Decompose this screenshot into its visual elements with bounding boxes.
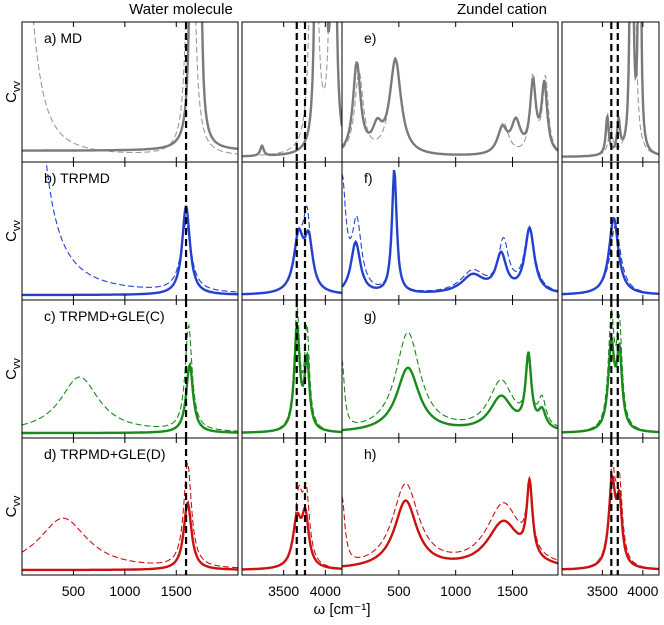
panel-frame (241, 299, 343, 439)
series-dashed-trpmd-gle-d- (242, 482, 342, 570)
panel-3-zundel-high (561, 299, 660, 439)
series-solid-trpmd (562, 216, 659, 296)
column-title-zundel: Zundel cation (457, 1, 547, 18)
panel-label: e) (364, 30, 376, 46)
series-solid-trpmd (342, 169, 558, 293)
series-solid-trpmd (242, 227, 342, 296)
panel-2-water-low: b) TRPMD (21, 161, 239, 301)
x-tick-label: 3500 (268, 583, 299, 599)
x-tick-label: 1500 (161, 583, 192, 599)
panel-frame (341, 437, 559, 576)
x-tick-label: 500 (62, 583, 86, 599)
series-dashed-md (242, 22, 342, 157)
panel-frame (561, 437, 660, 576)
series-solid-trpmd-gle-d- (562, 474, 659, 571)
panel-1-water-high (241, 21, 343, 163)
panel-frame (241, 21, 343, 163)
panel-1-zundel-low: e) (341, 21, 559, 163)
x-tick-label: 4000 (627, 583, 658, 599)
series-solid-trpmd-gle-c- (562, 335, 659, 434)
series-dashed-md (32, 22, 238, 155)
y-axis-label: Cvv (3, 495, 23, 517)
x-tick-label: 3500 (587, 583, 618, 599)
panel-2-water-high (241, 161, 343, 301)
y-axis-label: Cvv (3, 81, 23, 103)
panel-4-zundel-low: 500 1000 1500 h) (341, 437, 559, 599)
series-dashed-trpmd-gle-c- (242, 307, 342, 433)
panel-label: c) TRPMD+GLE(C) (44, 308, 165, 324)
panel-label: g) (364, 308, 376, 324)
panel-3-water-low: c) TRPMD+GLE(C) (21, 299, 239, 439)
panel-frame (21, 437, 239, 576)
panel-4-water-low: 500 1000 1500 d) TRPMD+GLE(D) (21, 437, 239, 599)
x-tick-label: 1000 (109, 583, 140, 599)
panel-label: f) (364, 170, 373, 186)
x-tick-label: 1500 (497, 583, 528, 599)
series-solid-trpmd-gle-c- (242, 321, 342, 434)
y-axis-label: Cvv (3, 358, 23, 380)
series-dashed-md (342, 56, 558, 156)
series-dashed-trpmd (45, 162, 238, 293)
column-title-water: Water molecule (129, 1, 233, 18)
series-dashed-trpmd-gle-d- (342, 476, 558, 561)
panel-2-zundel-high (561, 161, 660, 301)
x-axis-label: ω [cm⁻¹] (313, 601, 370, 618)
series-solid-md (22, 22, 238, 152)
series-solid-trpmd-gle-d- (342, 478, 558, 568)
panel-label: b) TRPMD (44, 170, 110, 186)
panel-label: h) (364, 446, 376, 462)
panel-frame (241, 161, 343, 301)
series-solid-trpmd-gle-d- (22, 500, 238, 572)
panel-grid: a) MD e) Cvv b) TRPMD f) Cvv c) TRPMD+GLE(C) g)… (3, 21, 660, 599)
series-solid-md (342, 57, 558, 156)
panel-1-water-low: a) MD (21, 21, 239, 163)
panel-label: a) MD (44, 30, 82, 46)
series-dashed-trpmd-gle-c- (342, 331, 558, 427)
series-dashed-trpmd (342, 173, 558, 292)
series-dashed-trpmd-gle-c- (22, 323, 238, 432)
x-tick-label: 1000 (440, 583, 471, 599)
series-solid-trpmd-gle-c- (342, 351, 558, 432)
panel-frame (241, 437, 343, 576)
series-dashed-trpmd (242, 205, 342, 295)
series-solid-md (242, 22, 342, 158)
panel-3-zundel-low: g) (341, 299, 559, 439)
panel-1-zundel-high (561, 21, 660, 163)
panel-3-water-high (241, 299, 343, 439)
series-solid-trpmd-gle-c- (22, 361, 238, 435)
x-tick-label: 4000 (310, 583, 341, 599)
panel-2-zundel-low: f) (341, 161, 559, 301)
y-axis-label: Cvv (3, 220, 23, 242)
series-solid-trpmd-gle-d- (242, 506, 342, 571)
panel-4-water-high: 3500 4000 (241, 437, 343, 599)
panel-4-zundel-high: 3500 4000 (561, 437, 660, 599)
panel-frame (341, 161, 559, 301)
panel-label: d) TRPMD+GLE(D) (44, 446, 165, 462)
series-solid-trpmd (22, 205, 238, 297)
series-dashed-trpmd-gle-d- (22, 461, 238, 569)
x-tick-label: 500 (387, 583, 411, 599)
